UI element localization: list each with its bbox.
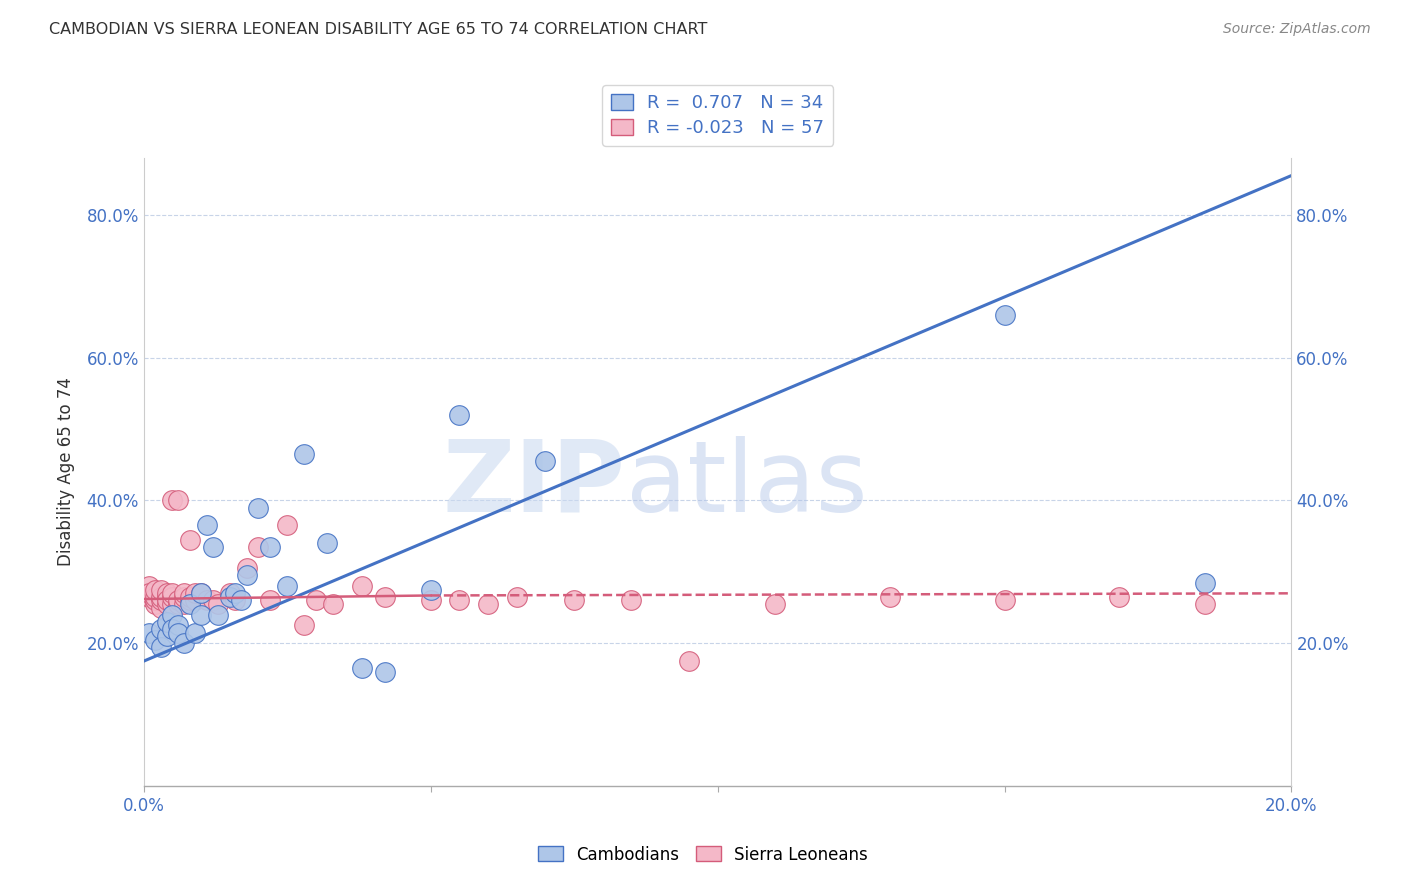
Point — [419, 582, 441, 597]
Point — [149, 622, 172, 636]
Point — [218, 590, 240, 604]
Point — [374, 590, 396, 604]
Point — [155, 586, 177, 600]
Point — [190, 586, 212, 600]
Point — [292, 618, 315, 632]
Point — [1194, 597, 1216, 611]
Point — [505, 590, 527, 604]
Point — [259, 593, 281, 607]
Point — [190, 586, 212, 600]
Point — [247, 540, 270, 554]
Point — [201, 540, 224, 554]
Point — [449, 408, 471, 422]
Text: atlas: atlas — [626, 436, 868, 533]
Point — [138, 586, 160, 600]
Point — [620, 593, 643, 607]
Point — [138, 579, 160, 593]
Point — [167, 625, 190, 640]
Point — [173, 597, 195, 611]
Point — [218, 586, 240, 600]
Point — [224, 593, 246, 607]
Point — [143, 593, 166, 607]
Point — [276, 518, 298, 533]
Point — [155, 590, 177, 604]
Point — [305, 593, 328, 607]
Point — [149, 640, 172, 654]
Point — [374, 665, 396, 679]
Point — [149, 600, 172, 615]
Point — [143, 582, 166, 597]
Legend: R =  0.707   N = 34, R = -0.023   N = 57: R = 0.707 N = 34, R = -0.023 N = 57 — [602, 85, 834, 146]
Point — [207, 597, 229, 611]
Point — [350, 579, 373, 593]
Text: ZIP: ZIP — [443, 436, 626, 533]
Point — [184, 625, 207, 640]
Legend: Cambodians, Sierra Leoneans: Cambodians, Sierra Leoneans — [531, 839, 875, 871]
Point — [276, 579, 298, 593]
Point — [201, 593, 224, 607]
Point — [162, 586, 184, 600]
Point — [292, 447, 315, 461]
Point — [143, 632, 166, 647]
Point — [763, 597, 786, 611]
Point — [179, 590, 201, 604]
Point — [449, 593, 471, 607]
Point — [231, 593, 253, 607]
Point — [419, 593, 441, 607]
Text: CAMBODIAN VS SIERRA LEONEAN DISABILITY AGE 65 TO 74 CORRELATION CHART: CAMBODIAN VS SIERRA LEONEAN DISABILITY A… — [49, 22, 707, 37]
Point — [207, 607, 229, 622]
Point — [259, 540, 281, 554]
Point — [1194, 575, 1216, 590]
Point — [173, 636, 195, 650]
Y-axis label: Disability Age 65 to 74: Disability Age 65 to 74 — [58, 377, 75, 566]
Point — [173, 590, 195, 604]
Point — [993, 593, 1015, 607]
Point — [155, 629, 177, 643]
Point — [184, 593, 207, 607]
Point — [247, 500, 270, 515]
Point — [167, 597, 190, 611]
Point — [678, 654, 700, 668]
Point — [155, 593, 177, 607]
Point — [562, 593, 585, 607]
Point — [162, 493, 184, 508]
Point — [143, 597, 166, 611]
Point — [179, 593, 201, 607]
Point — [350, 661, 373, 675]
Point — [162, 590, 184, 604]
Text: Source: ZipAtlas.com: Source: ZipAtlas.com — [1223, 22, 1371, 37]
Point — [143, 590, 166, 604]
Point — [190, 607, 212, 622]
Point — [477, 597, 499, 611]
Point — [195, 593, 218, 607]
Point — [167, 493, 190, 508]
Point — [155, 597, 177, 611]
Point — [236, 568, 259, 582]
Point — [534, 454, 557, 468]
Point — [167, 593, 190, 607]
Point — [879, 590, 901, 604]
Point — [993, 308, 1015, 322]
Point — [138, 590, 160, 604]
Point — [162, 622, 184, 636]
Point — [162, 607, 184, 622]
Point — [149, 593, 172, 607]
Point — [1108, 590, 1130, 604]
Point — [138, 625, 160, 640]
Point — [162, 597, 184, 611]
Point — [179, 533, 201, 547]
Point — [322, 597, 344, 611]
Point — [179, 597, 201, 611]
Point — [173, 586, 195, 600]
Point — [149, 590, 172, 604]
Point — [184, 586, 207, 600]
Point — [224, 586, 246, 600]
Point — [149, 582, 172, 597]
Point — [167, 618, 190, 632]
Point — [155, 615, 177, 629]
Point — [316, 536, 339, 550]
Point — [195, 518, 218, 533]
Point — [236, 561, 259, 575]
